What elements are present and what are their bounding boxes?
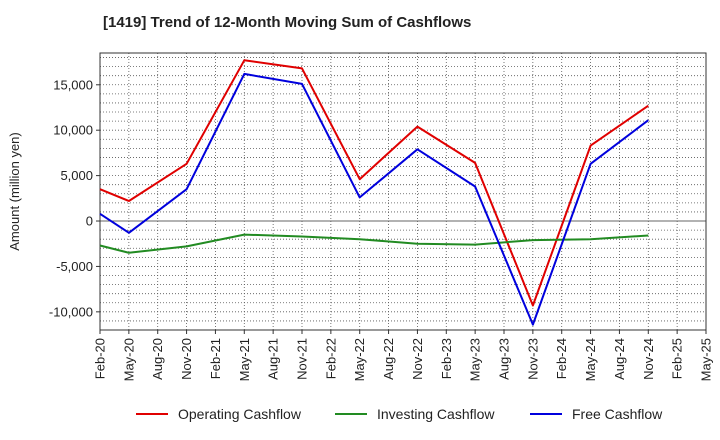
x-tick-label: Feb-21 (208, 338, 223, 379)
x-tick-label: May-23 (468, 338, 483, 381)
plot-area (100, 53, 706, 330)
y-tick-label: 0 (86, 214, 93, 229)
x-tick-label: May-21 (237, 338, 252, 381)
y-axis-label: Amount (million yen) (7, 132, 22, 251)
x-tick-label: Nov-22 (410, 338, 425, 380)
x-tick-label: Feb-20 (93, 338, 108, 379)
y-tick-label: -10,000 (49, 304, 93, 319)
x-tick-label: Feb-23 (439, 338, 454, 379)
x-tick-label: Feb-25 (670, 338, 685, 379)
legend-label: Operating Cashflow (178, 406, 302, 422)
y-tick-label: 15,000 (53, 77, 93, 92)
x-tick-label: Feb-22 (323, 338, 338, 379)
y-tick-label: 10,000 (53, 123, 93, 138)
chart-title: [1419] Trend of 12-Month Moving Sum of C… (103, 14, 472, 31)
legend-label: Investing Cashflow (377, 406, 495, 422)
x-tick-label: May-22 (352, 338, 367, 381)
y-tick-label: -5,000 (56, 259, 93, 274)
x-tick-label: Nov-24 (641, 338, 656, 380)
x-tick-label: Aug-20 (150, 338, 165, 380)
plot-frame (99, 52, 707, 331)
x-tick-label: Aug-21 (266, 338, 281, 380)
x-tick-label: Aug-23 (497, 338, 512, 380)
x-tick-label: May-25 (699, 338, 714, 381)
series-line-operating-cashflow (99, 59, 649, 307)
x-tick-label: May-24 (583, 338, 598, 381)
legend-label: Free Cashflow (572, 406, 663, 422)
x-tick-label: Feb-24 (554, 338, 569, 379)
series-line-investing-cashflow (99, 233, 649, 254)
y-tick-label: 5,000 (60, 168, 93, 183)
series-line-free-cashflow (99, 72, 649, 326)
x-tick-label: May-20 (121, 338, 136, 381)
x-tick-label: Nov-23 (525, 338, 540, 380)
x-tick-label: Nov-21 (295, 338, 310, 380)
x-tick-label: Aug-24 (612, 338, 627, 380)
x-tick-label: Aug-22 (381, 338, 396, 380)
x-tick-label: Nov-20 (179, 338, 194, 380)
